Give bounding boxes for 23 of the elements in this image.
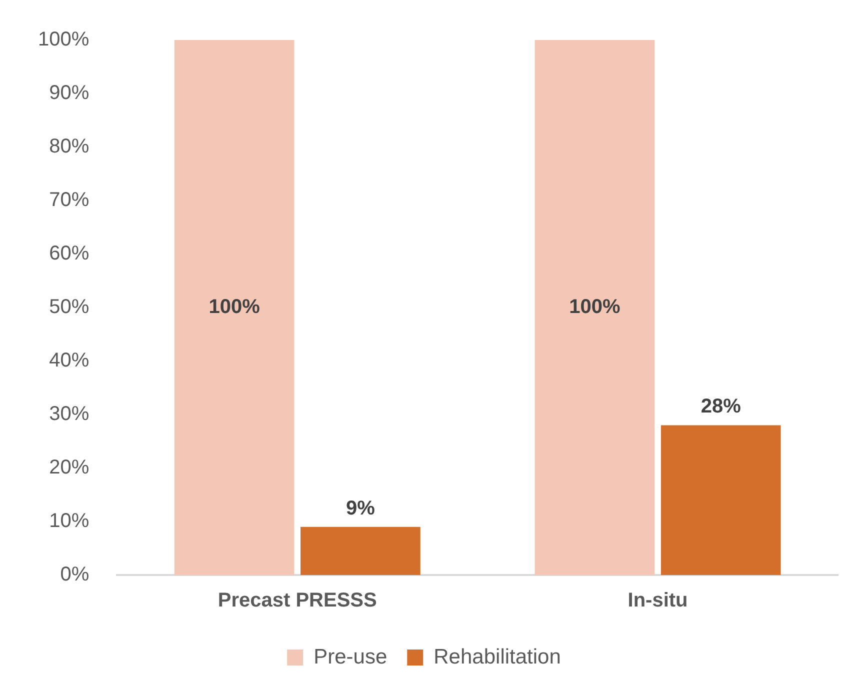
y-tick-label: 90% [49,82,90,104]
y-tick-label: 30% [49,403,90,426]
y-tick-label: 10% [49,510,90,532]
y-tick-label: 70% [49,189,90,212]
bar [534,40,655,575]
y-tick-label: 40% [49,350,90,372]
data-label: 100% [569,296,621,318]
bar [174,40,294,575]
y-tick-label: 80% [49,136,90,158]
bar [300,526,420,575]
y-tick-label: 0% [60,564,90,586]
bar [660,425,781,575]
x-tick-label: In-situ [628,590,688,612]
y-tick-label: 20% [49,456,90,479]
data-label: 100% [208,296,260,318]
legend-label: Pre-use [314,645,388,668]
x-tick-label: Precast PRESSS [218,590,377,612]
y-tick-label: 60% [49,242,90,265]
legend-label: Rehabilitation [434,645,561,668]
data-label: 9% [346,497,376,520]
y-tick-label: 100% [38,28,90,51]
data-label: 28% [700,396,742,418]
y-tick-label: 50% [49,296,90,318]
